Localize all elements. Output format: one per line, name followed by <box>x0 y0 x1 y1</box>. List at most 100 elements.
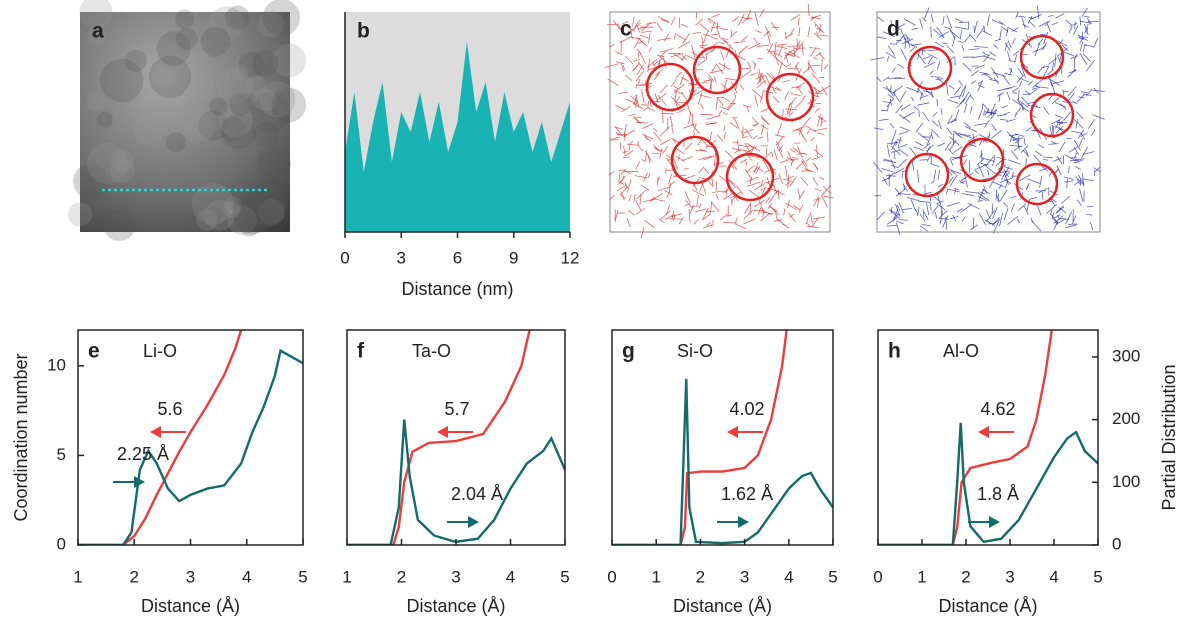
series-line <box>78 348 303 545</box>
bond <box>821 58 823 72</box>
bond <box>817 197 820 208</box>
bond <box>769 206 778 212</box>
bond <box>1051 22 1059 26</box>
bond <box>977 164 985 178</box>
bond <box>894 187 902 196</box>
bond <box>1009 144 1023 147</box>
bond <box>915 208 919 215</box>
bond <box>1014 133 1025 137</box>
bond <box>669 116 673 127</box>
bond <box>723 132 727 140</box>
bond <box>673 53 684 61</box>
texture <box>198 110 229 141</box>
bond <box>809 212 813 224</box>
bond <box>1082 178 1094 182</box>
bond <box>898 131 909 135</box>
bond <box>1034 84 1041 89</box>
bond <box>895 140 898 147</box>
bond <box>665 168 667 174</box>
bond <box>710 201 713 213</box>
species-label: Ta-O <box>412 341 451 361</box>
bond <box>982 103 990 112</box>
bond <box>647 153 651 164</box>
bond <box>695 18 703 26</box>
bond <box>731 16 740 23</box>
bond <box>811 217 819 228</box>
bond <box>1047 69 1054 76</box>
bond <box>883 31 895 38</box>
bond <box>789 148 796 153</box>
bond <box>886 224 897 227</box>
bond <box>932 205 939 214</box>
bond <box>647 58 651 72</box>
texture <box>253 122 280 148</box>
bond <box>637 79 641 85</box>
bond <box>1075 119 1078 129</box>
bond <box>795 160 805 170</box>
bond <box>798 190 805 200</box>
bond <box>949 95 962 99</box>
bond <box>903 185 908 192</box>
bond <box>930 76 941 78</box>
bond <box>794 40 801 54</box>
bond <box>903 183 906 191</box>
bond <box>1068 146 1079 153</box>
bond <box>759 187 765 191</box>
bond <box>807 26 811 38</box>
bond <box>796 85 803 95</box>
bond <box>657 37 671 41</box>
bond <box>933 28 945 39</box>
bond <box>774 41 777 55</box>
bond <box>652 198 666 202</box>
bond <box>746 176 759 182</box>
bond <box>882 101 891 103</box>
bond <box>969 95 975 100</box>
bond <box>753 37 758 44</box>
bond <box>963 122 971 129</box>
bond <box>623 145 626 157</box>
bond <box>1017 77 1029 83</box>
bond <box>762 211 765 218</box>
bond <box>955 18 963 23</box>
bond <box>919 18 923 29</box>
texture <box>223 201 241 219</box>
bond <box>746 106 750 113</box>
bond <box>762 159 770 172</box>
bond <box>1028 20 1036 28</box>
bond <box>1067 86 1077 97</box>
bond <box>693 219 699 225</box>
x-tick-label: 5 <box>1093 567 1102 586</box>
bond <box>996 92 1004 97</box>
bond <box>746 181 761 187</box>
bond <box>801 43 804 56</box>
x-tick-label: 1 <box>917 567 926 586</box>
bond <box>982 55 996 61</box>
texture <box>156 31 192 66</box>
bond <box>787 151 793 162</box>
bond <box>1046 204 1057 214</box>
bond <box>882 177 888 186</box>
bond <box>778 145 783 152</box>
bond <box>954 109 960 121</box>
x-tick-label: 5 <box>298 567 307 586</box>
bond <box>948 84 955 90</box>
bond <box>771 152 774 158</box>
bond <box>810 48 816 57</box>
bond <box>608 170 615 176</box>
arrow-head <box>989 516 1000 528</box>
highlight-circle <box>959 137 1005 183</box>
bond <box>930 13 934 23</box>
bond <box>697 58 707 67</box>
bond <box>1074 152 1077 159</box>
bond <box>911 96 914 102</box>
bond <box>682 55 687 61</box>
bond <box>948 114 953 123</box>
bond <box>939 201 944 215</box>
bond <box>947 188 960 193</box>
bond <box>784 91 790 100</box>
bond <box>1044 20 1051 27</box>
bond <box>874 127 884 130</box>
bond <box>1014 139 1021 144</box>
bond <box>893 89 896 96</box>
bond <box>949 28 955 38</box>
